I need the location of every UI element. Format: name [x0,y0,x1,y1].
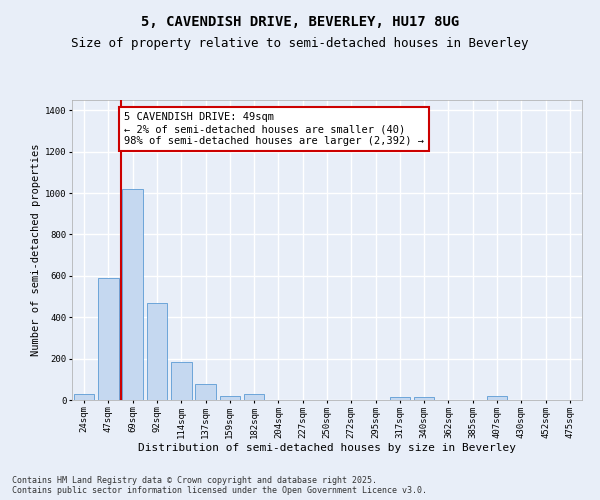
Bar [171,362,191,400]
Bar [244,394,265,400]
Text: Contains HM Land Registry data © Crown copyright and database right 2025.
Contai: Contains HM Land Registry data © Crown c… [12,476,427,495]
Text: Size of property relative to semi-detached houses in Beverley: Size of property relative to semi-detach… [71,38,529,51]
Bar [389,397,410,400]
Bar [74,394,94,400]
Text: 5, CAVENDISH DRIVE, BEVERLEY, HU17 8UG: 5, CAVENDISH DRIVE, BEVERLEY, HU17 8UG [141,15,459,29]
Text: 5 CAVENDISH DRIVE: 49sqm
← 2% of semi-detached houses are smaller (40)
98% of se: 5 CAVENDISH DRIVE: 49sqm ← 2% of semi-de… [124,112,424,146]
Bar [220,396,240,400]
Bar [487,396,508,400]
Bar [98,278,119,400]
X-axis label: Distribution of semi-detached houses by size in Beverley: Distribution of semi-detached houses by … [138,444,516,454]
Bar [195,384,216,400]
Bar [122,189,143,400]
Bar [146,303,167,400]
Bar [414,397,434,400]
Y-axis label: Number of semi-detached properties: Number of semi-detached properties [31,144,41,356]
